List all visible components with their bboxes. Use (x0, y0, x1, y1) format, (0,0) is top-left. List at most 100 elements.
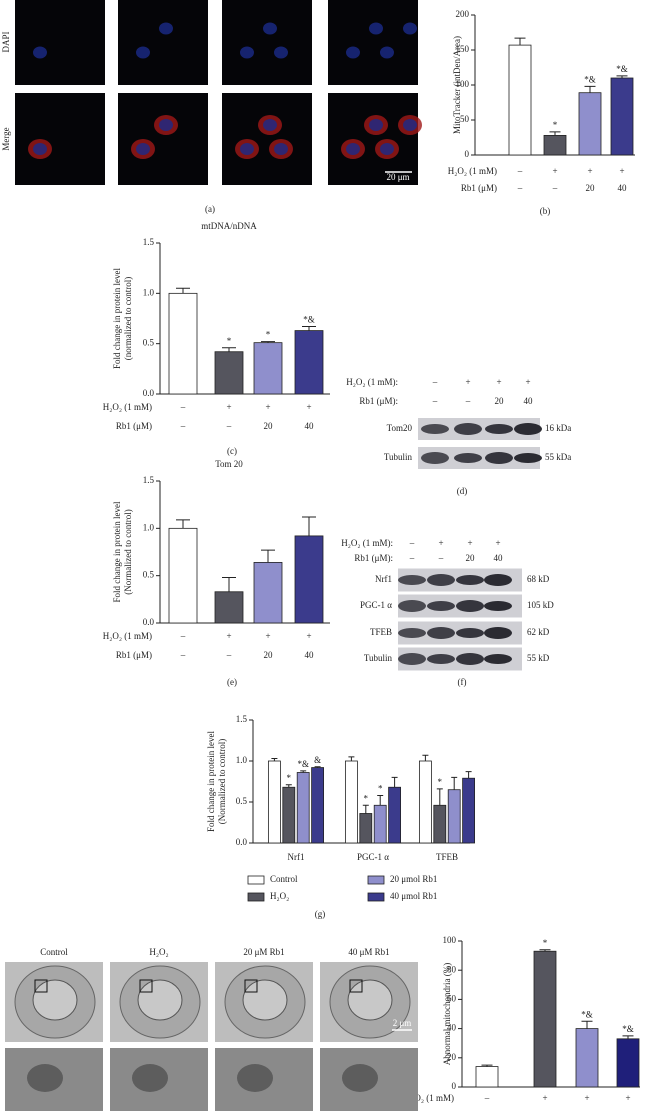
treatment-value: – (465, 396, 471, 406)
treatment-value: – (517, 183, 523, 193)
nucleus-stain (403, 22, 417, 35)
treatment-label: Rb1 (μM): (359, 396, 398, 406)
nucleus-stain (33, 46, 47, 59)
em-mito (342, 1064, 378, 1092)
y-tick-label: 0.5 (236, 796, 248, 806)
error-bar (514, 37, 526, 46)
x-tick-label: TFEB (436, 852, 458, 862)
significance-mark: * (378, 784, 383, 794)
error-bar (481, 1064, 493, 1067)
blot-row-label: Tubulin (364, 653, 393, 663)
y-axis-label: Abnormal mitochondria (%) (442, 963, 452, 1065)
y-tick-label: 20 (447, 1052, 457, 1062)
treatment-value: – (517, 166, 523, 176)
bar (311, 767, 325, 844)
treatment-label: H₂O₂ (1 mM) (405, 1093, 454, 1103)
error-bar (222, 577, 236, 592)
treatment-value: + (265, 631, 270, 641)
blot-band (454, 453, 482, 463)
treatment-label: H₂O₂ (1 mM): (341, 538, 393, 548)
y-axis-label: Fold change in protein level (112, 268, 122, 369)
blot-row-label: TFEB (370, 627, 392, 637)
blot-band (421, 452, 449, 464)
nucleus-stain (274, 46, 288, 59)
treatment-label: H₂O₂ (1 mM) (103, 631, 152, 641)
y-tick-label: 0.5 (143, 570, 155, 580)
treatment-value: 40 (494, 553, 504, 563)
y-tick-label: 1.5 (143, 475, 155, 485)
nucleus-stain (263, 22, 277, 35)
treatment-value: 20 (586, 183, 596, 193)
blot-row-label: Tom20 (387, 423, 413, 433)
blot-band (427, 601, 455, 611)
y-tick-label: 50 (460, 114, 470, 124)
bar (296, 772, 310, 844)
treatment-value: 20 (495, 396, 505, 406)
y-tick-label: 1.0 (143, 287, 155, 297)
treatment-label: H₂O₂ (1 mM): (346, 377, 398, 387)
x-tick-label: Nrf1 (288, 852, 305, 862)
bar (344, 760, 358, 844)
error-bar (176, 287, 190, 294)
em-mito (237, 1064, 273, 1092)
em-inset-box (349, 979, 363, 993)
error-bar (302, 326, 316, 331)
error-bar (362, 804, 369, 814)
blot-band (398, 600, 426, 612)
blot-row-label: PGC-1 α (360, 600, 392, 610)
bar (578, 92, 602, 156)
y-tick-label: 1.0 (143, 522, 155, 532)
significance-mark: * (364, 793, 369, 803)
bar (508, 44, 532, 156)
error-bar (348, 756, 355, 761)
treatment-value: + (226, 631, 231, 641)
blot-size-label: 105 kD (527, 600, 554, 610)
significance-mark: * (553, 120, 558, 130)
blot-band (484, 627, 512, 639)
bar (282, 786, 296, 844)
significance-mark: * (543, 938, 548, 948)
micrograph (222, 0, 312, 85)
bar (433, 804, 447, 844)
treatment-value: – (432, 396, 438, 406)
bar (462, 777, 476, 844)
treatment-value: 20 (264, 421, 274, 431)
error-bar (539, 949, 551, 952)
panel-label: (a) (205, 204, 215, 214)
row-label: Merge (1, 127, 11, 150)
nucleus-stain (240, 143, 254, 155)
treatment-value: + (587, 166, 592, 176)
bar (388, 786, 402, 844)
treatment-value: + (625, 1093, 630, 1103)
em-inset-box (244, 979, 258, 993)
bar (418, 760, 432, 844)
error-bar (285, 784, 292, 788)
treatment-label: Rb1 (μM) (461, 183, 497, 193)
error-bar (222, 347, 236, 352)
legend-label: 40 μmol Rb1 (390, 891, 437, 901)
nucleus-stain (403, 119, 417, 131)
error-bar (584, 85, 596, 93)
blot-band (484, 574, 512, 586)
treatment-label: Rb1 (μM): (354, 553, 393, 563)
bar (253, 562, 283, 624)
micrograph (15, 93, 105, 185)
image-label: H₂O₂ (149, 947, 168, 957)
treatment-value: – (552, 183, 558, 193)
nucleus-stain (274, 143, 288, 155)
significance-mark: * (287, 773, 292, 783)
blot-size-label: 62 kD (527, 627, 550, 637)
nucleus-stain (263, 119, 277, 131)
nucleus-stain (380, 143, 394, 155)
legend-swatch (367, 892, 385, 902)
treatment-value: 40 (305, 421, 315, 431)
error-bar (616, 75, 628, 78)
blot-band (485, 452, 513, 464)
panel-label: (g) (315, 909, 326, 919)
blot-band (456, 628, 484, 638)
treatment-value: – (432, 377, 438, 387)
treatment-value: + (467, 538, 472, 548)
treatment-label: H₂O₂ (1 mM) (103, 402, 152, 412)
em-inset-box (34, 979, 48, 993)
micrograph (222, 93, 312, 185)
